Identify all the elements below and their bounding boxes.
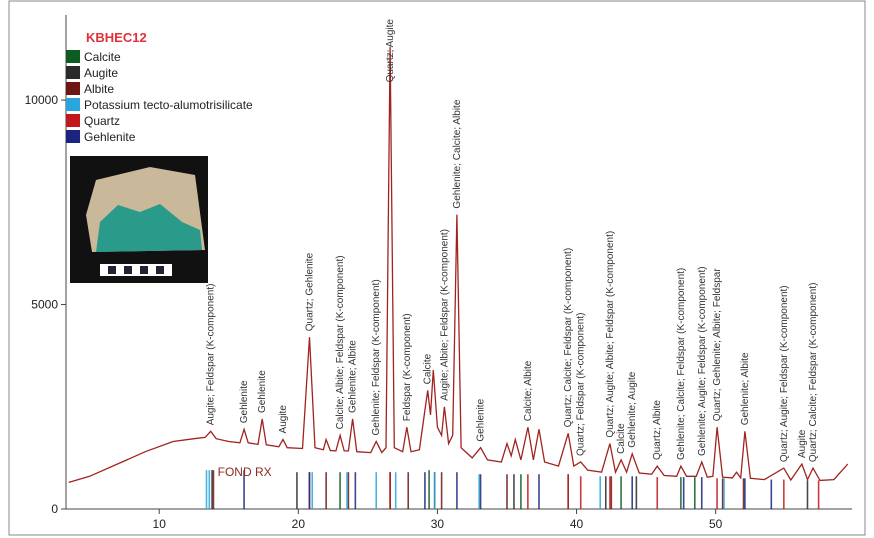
scale-mark <box>156 266 164 274</box>
peak-label: Augite; Feldspar (K-component) <box>206 284 217 426</box>
legend-label: Albite <box>84 82 114 96</box>
legend-label: Augite <box>84 66 118 80</box>
peak-label: Quartz; Gehlenite; Albite; Feldspar <box>712 268 723 422</box>
peak-label: Augite; Albite; Feldspar (K-component) <box>439 229 450 401</box>
peak-label: Quartz; Feldspar (K-component) <box>576 313 587 456</box>
peak-label: Gehlenite; Augite; Feldspar (K-component… <box>697 266 708 456</box>
x-tick-label: 40 <box>570 517 584 531</box>
peak-label: Gehlenite <box>476 398 487 441</box>
peak-label: Quartz; Augite <box>385 19 396 83</box>
legend-swatch <box>66 130 80 143</box>
peak-label: Augite <box>278 405 289 434</box>
peak-label: Augite <box>797 429 808 458</box>
legend-swatch <box>66 98 80 111</box>
y-tick-label: 0 <box>51 502 58 516</box>
peak-label: Quartz; Augite; Albite; Feldspar (K-comp… <box>605 231 616 438</box>
photo-glaze <box>96 204 202 252</box>
x-tick-label: 20 <box>292 517 306 531</box>
x-tick-label: 50 <box>709 517 723 531</box>
peak-label: Feldspar (K-component) <box>402 313 413 421</box>
x-tick-label: 30 <box>431 517 445 531</box>
legend-swatch <box>66 66 80 79</box>
peak-label: Calcite; Albite; Feldspar (K-component) <box>335 255 346 429</box>
scale-mark <box>108 266 116 274</box>
legend-swatch <box>66 82 80 95</box>
scale-mark <box>140 266 148 274</box>
peak-label: Calcite <box>423 353 434 384</box>
peak-label: Quartz; Albite <box>652 400 663 460</box>
peak-label: Quartz; Calcite; Feldspar (K-component) <box>563 248 574 428</box>
peak-label: Gehlenite; Augite <box>627 371 638 448</box>
diffraction-profile <box>68 46 849 484</box>
background-label: FOND RX <box>218 465 272 479</box>
peak-label: Gehlenite; Albite <box>348 340 359 413</box>
peak-label: Gehlenite <box>257 370 268 413</box>
x-tick-label: 10 <box>153 517 167 531</box>
peak-label: Gehlenite; Feldspar (K-component) <box>371 279 382 435</box>
y-tick-label: 10000 <box>25 93 59 107</box>
peak-label: Quartz; Augite; Feldspar (K-component) <box>779 285 790 462</box>
peak-label: Quartz; Gehlenite <box>304 252 315 331</box>
plot-area: 0 5000 10000 10 20 30 40 50 Augite; Feldspar (K-… <box>25 15 852 531</box>
peak-label: Calcite; Albite <box>523 360 534 421</box>
peak-label: Quartz; Calcite; Feldspar (K-component) <box>808 283 819 463</box>
legend-label: Potassium tecto-alumotrisilicate <box>84 98 253 112</box>
legend: Calcite Augite Albite Potassium tecto-alumo… <box>66 50 253 144</box>
sample-photo <box>70 156 208 283</box>
peak-label: Gehlenite <box>239 380 250 423</box>
peak-label: Calcite <box>616 423 627 454</box>
y-tick-label: 5000 <box>31 298 58 312</box>
scale-bar <box>100 264 172 276</box>
scale-mark <box>124 266 132 274</box>
peak-label: Gehlenite; Albite <box>740 352 751 425</box>
legend-swatch <box>66 114 80 127</box>
peak-label: Gehlenite; Calcite; Albite <box>452 99 463 208</box>
peak-label: Gehlenite; Calcite; Feldspar (K-componen… <box>676 268 687 460</box>
legend-label: Calcite <box>84 50 121 64</box>
legend-swatch <box>66 50 80 63</box>
legend-label: Quartz <box>84 114 120 128</box>
legend-label: Gehlenite <box>84 130 136 144</box>
sample-name: KBHEC12 <box>86 30 147 45</box>
